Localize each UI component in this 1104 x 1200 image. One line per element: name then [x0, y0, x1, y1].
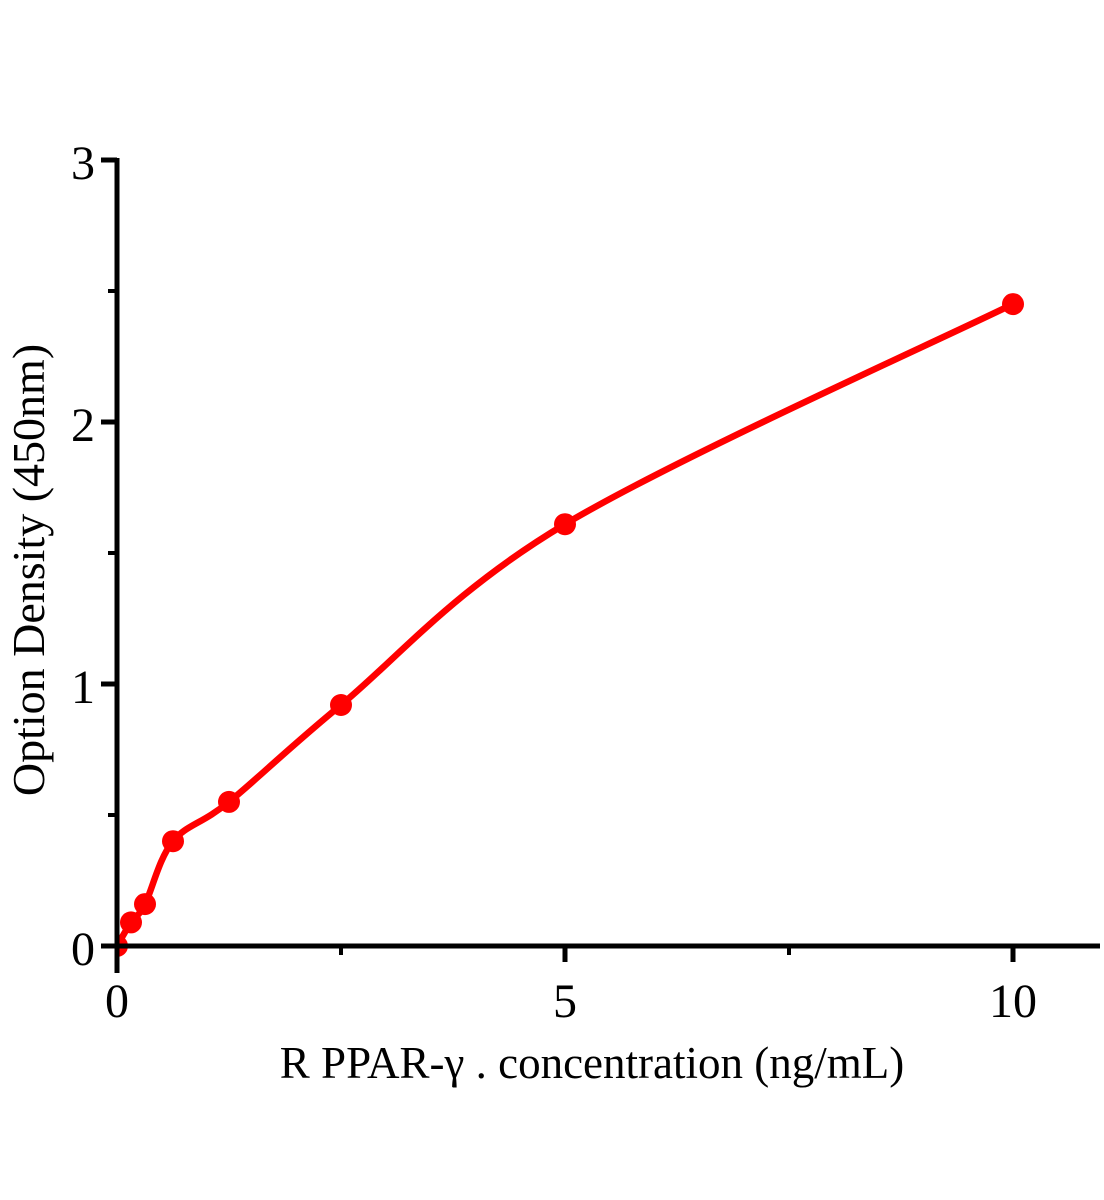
x-axis-label: R PPAR-γ . concentration (ng/mL): [280, 1038, 904, 1088]
y-tick-label: 2: [71, 399, 95, 452]
y-tick-label: 3: [71, 137, 95, 190]
data-point: [330, 694, 352, 716]
data-point: [120, 911, 142, 934]
y-tick-label: 1: [71, 661, 95, 714]
data-point: [218, 790, 240, 813]
data-point: [1002, 293, 1024, 316]
x-tick-label: 0: [105, 975, 129, 1028]
data-point: [554, 513, 576, 536]
x-tick-label: 10: [989, 975, 1037, 1028]
tick-labels-layer: 0 5 10 0 1 2 3: [71, 137, 1037, 1028]
y-tick-label: 0: [71, 923, 95, 976]
data-point: [134, 893, 156, 916]
data-point: [162, 830, 184, 853]
y-axis-label: Option Density (450nm): [3, 344, 54, 796]
curve-layer: [117, 293, 1024, 957]
x-tick-label: 5: [553, 975, 577, 1028]
axes-layer: [101, 157, 1100, 973]
fit-curve: [117, 300, 1017, 950]
